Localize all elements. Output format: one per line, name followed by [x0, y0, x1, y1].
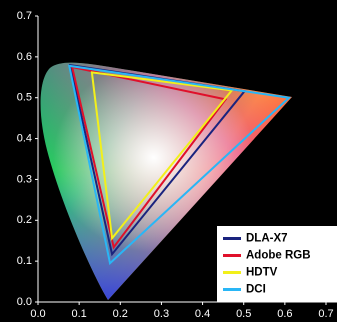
x-tick-label: 0.4: [195, 308, 210, 320]
gamut-triangle: [70, 65, 228, 250]
legend-label: Adobe RGB: [246, 250, 311, 262]
y-tick-label: 0.4: [17, 132, 32, 144]
x-tick-label: 0.2: [113, 308, 128, 320]
x-tick-label: 0.5: [236, 308, 251, 320]
legend-label: HDTV: [246, 267, 278, 279]
gamut-triangle: [90, 71, 234, 241]
y-tick-label: 0.6: [17, 51, 32, 63]
spectral-locus: [40, 62, 292, 301]
x-tick-label: 0.3: [154, 308, 169, 320]
x-tick-label: 0.7: [318, 308, 333, 320]
legend-label: DCI: [246, 284, 266, 296]
x-tick-label: 0.6: [277, 308, 292, 320]
y-tick-label: 0.1: [17, 255, 32, 267]
y-tick-label: 0.2: [17, 214, 32, 226]
legend-label: DLA-X7: [246, 233, 288, 245]
gamut-triangle: [68, 64, 292, 266]
x-tick-label: 0.1: [71, 308, 86, 320]
y-tick-label: 0.3: [17, 173, 32, 185]
y-tick-label: 0.5: [17, 92, 32, 104]
y-tick-label: 0.0: [17, 296, 32, 308]
x-tick-label: 0.0: [30, 308, 45, 320]
y-tick-label: 0.7: [17, 10, 32, 22]
